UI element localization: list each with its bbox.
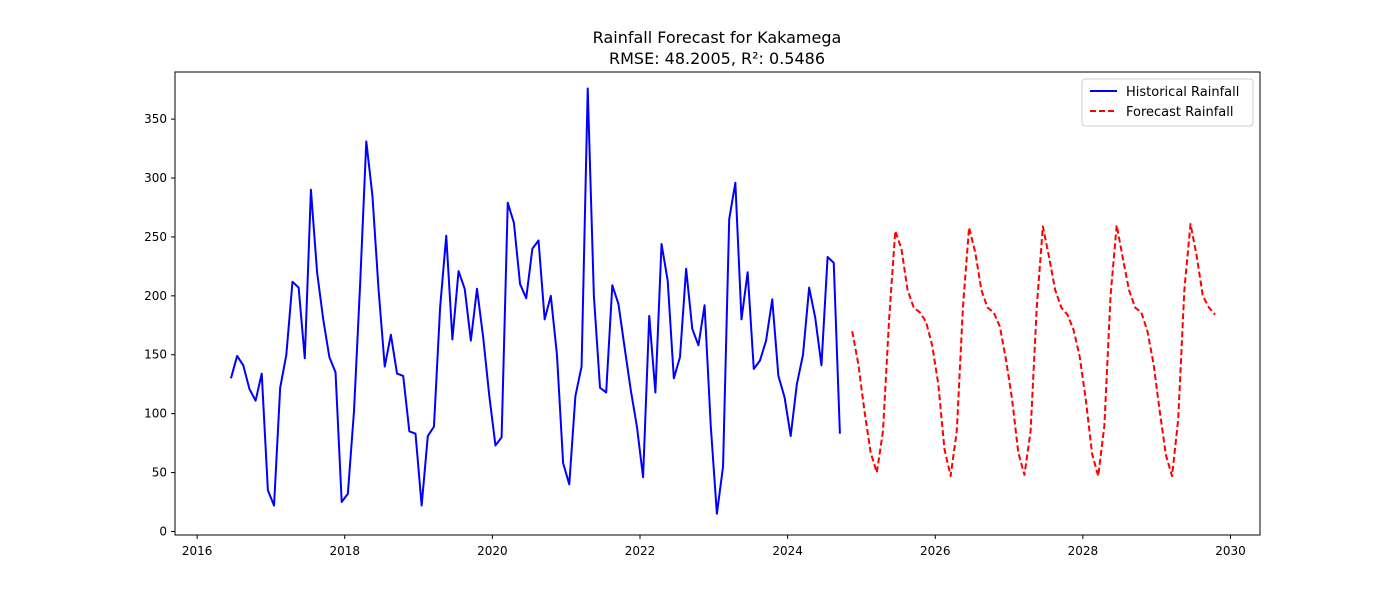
chart-subtitle: RMSE: 48.2005, R²: 0.5486: [609, 49, 825, 68]
legend-label-forecast: Forecast Rainfall: [1126, 105, 1233, 120]
series-line-forecast: [851, 222, 1216, 478]
x-tick-label: 2024: [772, 544, 803, 558]
x-tick-label: 2022: [625, 544, 656, 558]
y-tick-label: 250: [144, 230, 167, 244]
y-tick-label: 50: [152, 466, 167, 480]
y-tick-label: 300: [144, 171, 167, 185]
x-tick-label: 2018: [329, 544, 360, 558]
x-tick-label: 2030: [1215, 544, 1246, 558]
x-tick-label: 2020: [477, 544, 508, 558]
series-layer: [230, 87, 1216, 515]
chart-title: Rainfall Forecast for Kakamega: [593, 28, 842, 47]
legend-box: [1081, 78, 1254, 127]
x-tick-label: 2028: [1068, 544, 1099, 558]
y-tick-label: 100: [144, 407, 167, 421]
y-tick-label: 150: [144, 348, 167, 362]
plot-area: [175, 72, 1260, 535]
axes-layer: 2016 2018 2020 2022 2024 2026 2028 2030 0 50 100 15…: [144, 112, 1246, 558]
plot-frame: [174, 71, 1261, 536]
legend: Historical Rainfall Forecast Rainfall: [1081, 78, 1254, 127]
y-tick-label: 0: [159, 524, 167, 538]
x-tick-label: 2026: [920, 544, 951, 558]
y-tick-label: 350: [144, 112, 167, 126]
y-tick-label: 200: [144, 289, 167, 303]
legend-label-historical: Historical Rainfall: [1126, 85, 1239, 100]
series-line-historical: [230, 87, 841, 515]
x-tick-label: 2016: [182, 544, 213, 558]
